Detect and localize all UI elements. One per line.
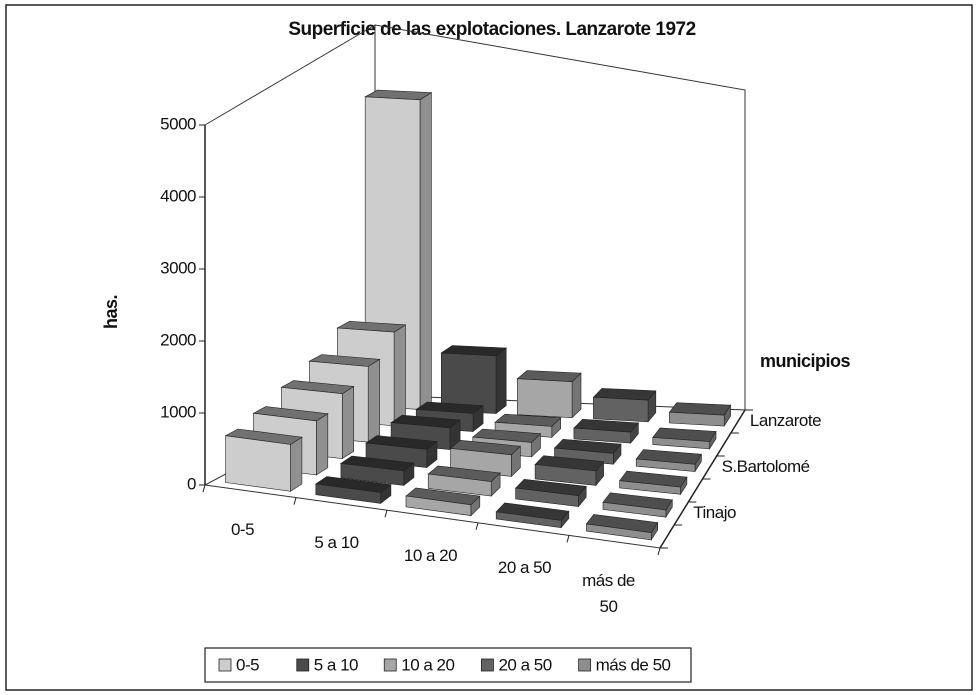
x-tick-label: 0-5	[230, 520, 255, 540]
x-tick	[202, 484, 206, 493]
x-tick-label: más de 50	[582, 570, 635, 616]
z-tick-label: Tinajo	[693, 503, 736, 522]
bar-front	[534, 464, 597, 486]
legend-swatch	[218, 658, 232, 672]
bar-side	[367, 358, 380, 443]
bar-front	[669, 411, 725, 427]
y-tick-label: 1000	[160, 402, 196, 421]
legend-label: 10 a 20	[401, 655, 454, 674]
y-tick-label: 5000	[160, 114, 196, 133]
chart-title: Superficie de las explotaciones. Lanzaro…	[288, 19, 695, 40]
x-tick-label: 10 a 20	[403, 545, 458, 565]
bar-front	[516, 378, 573, 419]
bar-front	[586, 523, 652, 541]
x-tick	[384, 510, 388, 518]
x-tick	[657, 547, 661, 556]
bar	[534, 455, 605, 487]
bar-side	[495, 347, 507, 415]
bar-front	[573, 427, 632, 444]
frame	[5, 4, 973, 691]
bar-front	[405, 495, 472, 516]
bar-side	[341, 385, 355, 460]
legend-label: 0-5	[236, 655, 259, 674]
bar	[495, 502, 570, 529]
z-axis-label: municipios	[760, 351, 850, 371]
legend-swatch	[481, 658, 494, 672]
bar-front	[593, 396, 649, 423]
x-tick	[293, 497, 297, 505]
bar	[224, 428, 303, 492]
y-axis-label: has.	[101, 295, 121, 329]
bar	[514, 478, 587, 508]
x-tick-label: 20 a 50	[497, 558, 552, 578]
bar	[619, 470, 688, 496]
legend-swatch	[296, 658, 310, 672]
y-tick-label: 3000	[160, 258, 196, 277]
bar	[635, 449, 702, 473]
legend-label: 5 a 10	[314, 655, 358, 674]
legend-label: 20 a 50	[498, 655, 551, 674]
y-tick-label: 0	[187, 474, 196, 493]
bar	[592, 388, 657, 423]
bar	[427, 465, 501, 497]
bar-side	[393, 324, 406, 427]
z-tick-label: Lanzarote	[750, 411, 821, 430]
bar-front	[315, 483, 382, 504]
bar-side	[290, 436, 303, 492]
wall-edge	[204, 24, 376, 126]
legend-swatch	[383, 658, 397, 672]
bar-side	[316, 413, 329, 476]
legend-box	[204, 647, 692, 683]
x-tick	[475, 522, 479, 530]
bar-front	[515, 487, 579, 507]
bar	[602, 492, 673, 519]
bar-front	[427, 473, 492, 497]
x-tick	[566, 535, 570, 543]
bar-front	[225, 435, 291, 492]
legend-label: más de 50	[596, 655, 671, 674]
bar	[573, 418, 640, 444]
bar	[652, 427, 717, 450]
bar	[668, 402, 732, 428]
bar	[585, 514, 659, 541]
bar	[405, 487, 481, 517]
z-tick-label: S.Bartolomé	[722, 457, 810, 476]
bar-front	[652, 437, 710, 450]
bar-front	[635, 458, 696, 472]
y-tick-label: 4000	[160, 186, 196, 205]
bar-front	[602, 501, 667, 518]
bar	[440, 345, 508, 415]
bar	[314, 476, 392, 505]
bar-front	[619, 480, 681, 495]
x-tick-label: 5 a 10	[314, 532, 359, 552]
bar	[516, 370, 582, 419]
legend-swatch	[578, 658, 592, 672]
bar-front	[495, 511, 562, 529]
bar	[340, 455, 415, 487]
bar-side	[419, 92, 432, 410]
bar-front	[340, 463, 405, 486]
y-tick-label: 2000	[160, 330, 196, 349]
